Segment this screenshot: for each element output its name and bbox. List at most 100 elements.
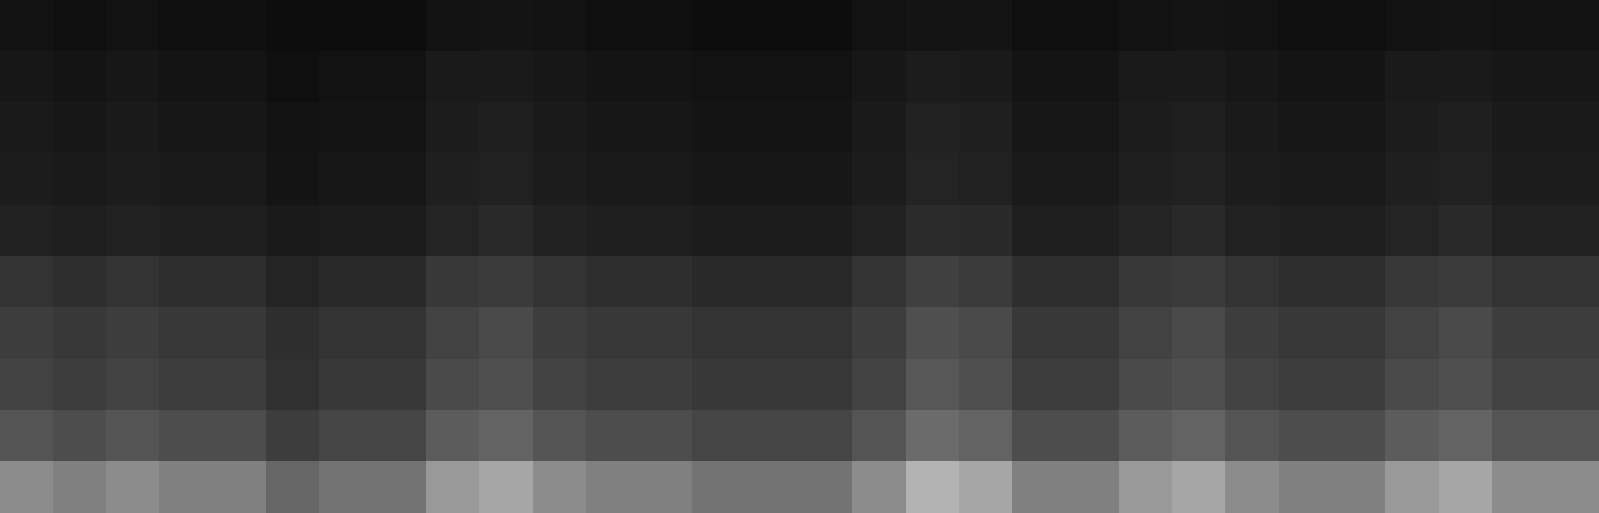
cell	[1492, 102, 1546, 154]
cell	[586, 102, 640, 154]
cell	[53, 51, 107, 103]
cell	[213, 256, 267, 308]
cell	[159, 256, 214, 308]
cell	[1439, 0, 1493, 52]
cell	[639, 256, 693, 308]
cell	[159, 461, 214, 513]
cell	[159, 102, 214, 154]
cell	[1545, 410, 1599, 462]
cell	[1439, 256, 1493, 308]
cell	[106, 307, 160, 360]
cell	[1172, 0, 1226, 52]
cell	[906, 410, 960, 462]
cell	[1225, 359, 1280, 411]
cell	[1066, 153, 1120, 206]
cell	[159, 307, 214, 360]
cell	[1332, 307, 1386, 360]
cell	[1545, 102, 1599, 154]
cell	[1225, 0, 1280, 52]
cell	[479, 307, 533, 360]
cell	[1119, 307, 1173, 360]
cell	[1279, 359, 1333, 411]
cell	[53, 359, 107, 411]
cell	[373, 461, 427, 513]
cell	[479, 256, 533, 308]
cell	[1279, 205, 1333, 257]
cell	[852, 102, 907, 154]
cell	[1225, 461, 1280, 513]
cell	[959, 102, 1013, 154]
cell	[213, 307, 267, 360]
cell	[266, 102, 320, 154]
cell	[1172, 256, 1226, 308]
cell	[1332, 461, 1386, 513]
cell	[319, 51, 374, 103]
cell	[159, 51, 214, 103]
cell	[426, 256, 480, 308]
cell	[266, 359, 320, 411]
cell	[1279, 102, 1333, 154]
cell	[1439, 51, 1493, 103]
cell	[533, 256, 587, 308]
cell	[639, 307, 693, 360]
cell	[959, 359, 1013, 411]
cell	[692, 410, 747, 462]
cell	[0, 51, 54, 103]
cell	[799, 51, 853, 103]
cell	[1332, 205, 1386, 257]
cell	[586, 0, 640, 52]
cell	[1492, 153, 1546, 206]
cell	[906, 51, 960, 103]
cell	[906, 256, 960, 308]
cell	[53, 256, 107, 308]
cell	[0, 410, 54, 462]
cell	[213, 51, 267, 103]
cell	[319, 256, 374, 308]
cell	[692, 359, 747, 411]
cell	[159, 410, 214, 462]
cell	[746, 410, 800, 462]
cell	[1066, 205, 1120, 257]
cell	[959, 256, 1013, 308]
cell	[959, 51, 1013, 103]
cell	[586, 256, 640, 308]
cell	[53, 307, 107, 360]
cell	[799, 359, 853, 411]
cell	[852, 410, 907, 462]
cell	[746, 0, 800, 52]
cell	[1385, 256, 1440, 308]
cells	[0, 0, 1599, 513]
cell	[746, 461, 800, 513]
cell	[1225, 307, 1280, 360]
cell	[799, 410, 853, 462]
cell	[319, 410, 374, 462]
background	[0, 0, 1599, 513]
cell	[906, 0, 960, 52]
cell	[533, 359, 587, 411]
cell	[639, 359, 693, 411]
cell	[0, 0, 54, 52]
cell	[0, 205, 54, 257]
cell	[1279, 153, 1333, 206]
cell	[1385, 359, 1440, 411]
cell	[1332, 153, 1386, 206]
cell	[1385, 153, 1440, 206]
cell	[1332, 410, 1386, 462]
cell	[1012, 51, 1066, 103]
cell	[479, 461, 533, 513]
cell	[906, 461, 960, 513]
cell	[373, 256, 427, 308]
cell	[1172, 461, 1226, 513]
cell	[426, 359, 480, 411]
cell	[1385, 0, 1440, 52]
cell	[1119, 359, 1173, 411]
cell	[1012, 153, 1066, 206]
cell	[1172, 205, 1226, 257]
cell	[319, 153, 374, 206]
cell	[426, 0, 480, 52]
cell	[586, 359, 640, 411]
cell	[0, 359, 54, 411]
spectrogram	[0, 0, 1599, 513]
cell	[799, 205, 853, 257]
cell	[692, 102, 747, 154]
